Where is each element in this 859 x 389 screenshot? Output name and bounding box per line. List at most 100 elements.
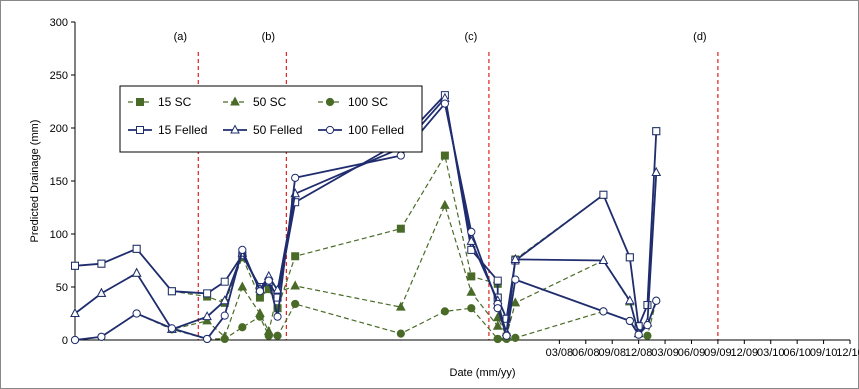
data-point-15-felled xyxy=(132,244,141,253)
data-point-100-felled xyxy=(273,312,282,321)
data-point-50-felled xyxy=(96,287,107,297)
legend-swatch-marker xyxy=(325,97,335,107)
data-point-15-sc xyxy=(467,272,476,281)
event-label: (a) xyxy=(174,31,187,43)
legend-item-50-felled: 50 Felled xyxy=(223,123,302,137)
legend-item-100-felled: 100 Felled xyxy=(318,123,404,137)
x-tick-label: 12/09 xyxy=(731,347,759,359)
data-point-100-sc xyxy=(220,334,229,344)
data-point-15-felled xyxy=(273,293,282,302)
data-point-50-felled xyxy=(598,254,609,264)
data-point-100-sc xyxy=(467,304,476,313)
series-100-felled xyxy=(70,99,661,345)
data-point-100-sc xyxy=(493,334,502,344)
y-tick-label: 50 xyxy=(56,282,68,294)
event-label: (c) xyxy=(465,31,478,43)
data-point-100-sc xyxy=(511,333,520,342)
data-point-50-sc xyxy=(440,199,450,209)
legend: 15 SC 50 SC 100 SC 15 Felled 50 Felled 100 Fe… xyxy=(119,85,423,153)
data-point-50-felled xyxy=(624,295,635,305)
legend-label: 100 Felled xyxy=(348,123,404,137)
data-point-50-felled xyxy=(202,311,212,321)
legend-swatch-marker xyxy=(230,96,240,106)
y-tick-label: 150 xyxy=(50,176,68,188)
data-point-15-felled xyxy=(71,261,79,270)
data-point-100-sc xyxy=(264,331,273,340)
data-point-100-felled xyxy=(97,332,106,341)
data-point-100-sc xyxy=(255,312,265,321)
data-point-50-sc xyxy=(396,301,406,311)
x-tick-label: 12/10 xyxy=(836,347,859,359)
y-tick-label: 0 xyxy=(62,335,68,347)
data-point-100-felled xyxy=(502,331,511,340)
legend-swatch-marker xyxy=(325,125,335,135)
data-point-15-felled xyxy=(493,276,502,285)
legend-box xyxy=(119,85,423,153)
data-point-15-felled xyxy=(167,287,176,296)
data-point-100-felled xyxy=(440,99,449,108)
x-tick-label: 03/09 xyxy=(651,347,679,359)
data-point-100-felled xyxy=(238,245,247,254)
data-point-50-felled xyxy=(219,295,230,305)
data-point-100-sc xyxy=(396,329,405,338)
x-tick-label: 09/09 xyxy=(704,347,732,359)
y-tick-label: 300 xyxy=(50,17,68,29)
y-axis-title: Predicted Drainage (mm) xyxy=(29,120,41,243)
legend-label: 15 SC xyxy=(158,95,192,109)
axes: 05010015020025030003/0806/0809/0812/0803… xyxy=(50,17,859,359)
data-point-100-felled xyxy=(493,304,502,313)
data-point-100-felled xyxy=(167,324,176,333)
data-point-100-felled xyxy=(652,296,661,305)
y-tick-label: 250 xyxy=(50,70,68,82)
data-point-100-sc xyxy=(291,299,300,309)
data-point-100-felled xyxy=(396,151,405,160)
event-label: (d) xyxy=(693,31,706,43)
legend-label: 100 SC xyxy=(348,95,388,109)
data-point-50-felled xyxy=(272,284,283,294)
data-point-15-felled xyxy=(97,259,106,268)
data-point-50-felled xyxy=(131,267,142,277)
data-point-15-felled xyxy=(652,127,661,136)
data-point-15-felled xyxy=(599,190,608,199)
data-point-100-felled xyxy=(625,316,634,326)
legend-swatch-marker xyxy=(136,126,144,134)
data-point-100-felled xyxy=(467,227,476,236)
data-point-15-sc xyxy=(440,151,449,160)
data-point-100-felled xyxy=(132,309,141,318)
x-tick-label: 06/09 xyxy=(678,347,706,359)
data-point-100-felled xyxy=(291,173,300,182)
legend-swatch-marker xyxy=(230,124,240,134)
data-point-100-felled xyxy=(599,307,608,316)
y-tick-label: 100 xyxy=(50,229,68,241)
data-point-50-sc xyxy=(492,320,503,330)
data-point-100-felled xyxy=(220,311,229,320)
legend-label: 50 SC xyxy=(253,95,287,109)
data-point-15-sc xyxy=(291,252,300,261)
y-tick-label: 200 xyxy=(50,123,68,135)
data-point-50-felled xyxy=(466,235,477,245)
x-tick-label: 03/08 xyxy=(546,347,574,359)
data-point-100-felled xyxy=(70,335,80,345)
x-tick-label: 06/10 xyxy=(783,347,811,359)
data-point-15-sc xyxy=(396,224,405,233)
x-tick-label: 09/08 xyxy=(598,347,626,359)
data-point-100-felled xyxy=(203,334,212,344)
data-point-100-sc xyxy=(440,307,449,316)
event-label: (b) xyxy=(262,31,275,43)
x-axis-title: Date (mm/yy) xyxy=(450,367,516,379)
data-point-100-sc xyxy=(273,331,282,340)
x-tick-label: 09/10 xyxy=(810,347,838,359)
legend-label: 15 Felled xyxy=(158,123,207,137)
legend-swatch-marker xyxy=(136,98,144,106)
data-point-15-felled xyxy=(203,289,212,298)
data-point-100-felled xyxy=(643,321,652,330)
data-point-15-felled xyxy=(220,277,229,286)
legend-label: 50 Felled xyxy=(253,123,302,137)
data-point-50-sc xyxy=(290,280,301,290)
legend-item-15-sc: 15 SC xyxy=(128,95,192,109)
data-point-50-felled xyxy=(510,253,521,263)
data-point-100-felled xyxy=(255,287,265,296)
legend-item-15-felled: 15 Felled xyxy=(128,123,207,137)
